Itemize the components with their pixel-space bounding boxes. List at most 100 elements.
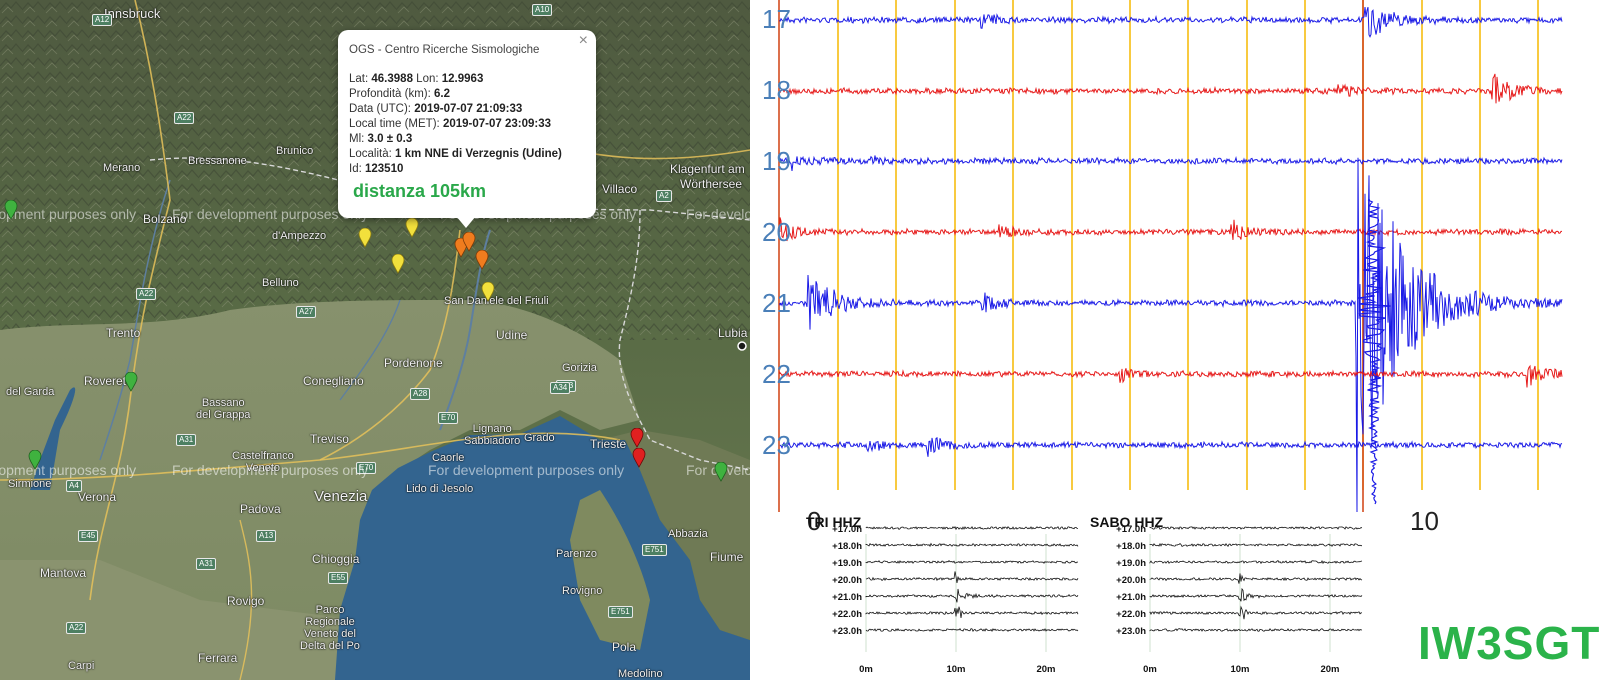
quake-marker-yellow-icon[interactable]	[358, 228, 372, 248]
quake-marker-green-icon[interactable]	[4, 200, 18, 220]
hour-label: 23	[762, 430, 791, 460]
place-label: San Daniele del Friuli	[444, 295, 549, 307]
magnitude-label: Ml:	[349, 133, 365, 145]
place-label: Caorle	[432, 452, 465, 464]
mini-row-label: +19.0h	[1116, 558, 1146, 569]
popup-id: Id: 123510	[349, 162, 584, 177]
place-label: Rovigo	[227, 594, 265, 608]
quake-marker-orange-icon[interactable]	[475, 250, 489, 270]
lat-value: 46.3988	[371, 73, 413, 85]
road-shield: E45	[78, 530, 99, 542]
id-value: 123510	[365, 163, 404, 175]
helicorder-plot	[778, 0, 1563, 512]
road-shield: A2	[656, 190, 672, 202]
road-shield: A10	[532, 4, 553, 16]
quake-marker-red-icon[interactable]	[630, 428, 644, 448]
quake-marker-orange-icon[interactable]	[454, 238, 468, 258]
trace-line	[779, 7, 1563, 38]
place-label: Lubia	[718, 326, 748, 340]
place-label: Parco Regionale Veneto del Delta del Po	[300, 604, 360, 652]
mini-trace-line	[865, 571, 1079, 583]
mini-trace-line	[865, 525, 1078, 531]
quake-marker-green-icon[interactable]	[28, 450, 42, 470]
place-label: Merano	[103, 162, 141, 174]
popup-distance: distanza 105km	[353, 181, 487, 201]
place-label: Innsbruck	[104, 6, 161, 21]
mini-trace-line	[1149, 587, 1363, 602]
mini-trace-line	[865, 588, 1079, 603]
mini-trace-plot: +17.0h +18.0h +19.0h +20.0h +21.0h +22.0h +23.…	[1116, 524, 1363, 675]
lon-label: Lon:	[416, 73, 439, 85]
quake-marker-orange-icon[interactable]	[462, 232, 476, 252]
map-watermark: For development purposes only	[0, 206, 137, 222]
road-shield: A34	[550, 382, 571, 394]
road-shield: A13	[256, 530, 277, 542]
road-shield: E751	[642, 544, 667, 556]
popup-coords: Lat: 46.3988 Lon: 12.9963	[349, 72, 584, 87]
place-label: Bressanone	[188, 155, 247, 167]
trace-line	[779, 155, 1563, 171]
road-shield: A22	[136, 288, 157, 300]
place-label: Udine	[496, 328, 528, 342]
place-label: Bassano del Grappa	[196, 397, 251, 421]
mini-trace-line	[1149, 573, 1363, 584]
date-value: 2019-07-07 21:09:33	[414, 103, 523, 115]
place-label: Rovigno	[562, 585, 603, 597]
map-panel[interactable]: Innsbruck Merano Bolzano Bressanone Brun…	[0, 0, 750, 680]
road-shield: A22	[66, 622, 87, 634]
mini-trace-line	[1149, 628, 1363, 632]
map-watermark: For development purposes only	[0, 462, 137, 478]
mini-row-label: +21.0h	[832, 592, 862, 603]
quake-marker-green-icon[interactable]	[714, 462, 728, 482]
place-label: Sirmione	[8, 478, 52, 490]
mini-x-tick-label: 10m	[946, 664, 965, 675]
place-label: Villaco	[602, 182, 638, 196]
mini-row-label: +22.0h	[832, 609, 862, 620]
place-label: Trieste	[590, 437, 627, 451]
trace-line	[779, 157, 1563, 512]
mini-x-tick-label: 20m	[1036, 664, 1055, 675]
id-label: Id:	[349, 163, 362, 175]
popup-location: Località: 1 km NNE di Verzegnis (Udine)	[349, 147, 584, 162]
seismogram-panel: 17 18 19 20 21 22 23 0 10 +17.0h +18.0h +1…	[750, 0, 1610, 680]
trace-line	[779, 217, 1562, 242]
magnitude-value: 3.0 ± 0.3	[367, 133, 413, 145]
place-label: Parenzo	[556, 548, 597, 560]
quake-marker-yellow-icon[interactable]	[405, 218, 419, 238]
quake-marker-green-icon[interactable]	[124, 372, 138, 392]
road-shield: A28	[410, 388, 431, 400]
road-shield: E55	[328, 572, 349, 584]
place-label: Conegliano	[303, 374, 364, 388]
place-label: Treviso	[310, 432, 349, 446]
station-callsign: IW3SGT	[1418, 617, 1601, 669]
road-shield: A4	[66, 480, 82, 492]
mini-trace-line	[1149, 605, 1363, 620]
place-label: Lido di Jesolo	[406, 483, 474, 495]
quake-marker-yellow-icon[interactable]	[481, 282, 495, 302]
place-label: Verona	[78, 490, 117, 504]
map-watermark: For development purposes only	[686, 206, 750, 222]
quake-marker-yellow-icon[interactable]	[391, 254, 405, 274]
road-shield: E70	[438, 412, 459, 424]
road-shield: A12	[92, 14, 113, 26]
trace-line	[779, 436, 1563, 457]
close-icon[interactable]: ×	[578, 32, 588, 49]
mini-trace-plot: +17.0h +18.0h +19.0h +20.0h +21.0h +22.0h +23.…	[832, 524, 1079, 675]
quake-marker-red-icon[interactable]	[632, 448, 646, 468]
place-label: Padova	[240, 502, 281, 516]
mini-trace-line	[1149, 542, 1362, 548]
place-label: Belluno	[262, 277, 299, 289]
mini-trace-line	[865, 606, 1079, 619]
place-label: Bolzano	[143, 212, 187, 226]
place-label: Medolino	[618, 668, 663, 680]
popup-date: Data (UTC): 2019-07-07 21:09:33	[349, 102, 584, 117]
map-watermark: For development purposes only	[172, 462, 369, 478]
popup-pointer	[456, 216, 476, 228]
mini-row-label: +17.0h	[832, 524, 862, 535]
road-shield: A31	[196, 558, 217, 570]
mini-row-label: +21.0h	[1116, 592, 1146, 603]
mini-helicorder-tri: +17.0h +18.0h +19.0h +20.0h +21.0h +22.0h +23.…	[806, 512, 1086, 680]
mini-row-label: +18.0h	[1116, 541, 1146, 552]
event-trace	[1357, 199, 1391, 505]
place-label: Grado	[524, 432, 555, 444]
